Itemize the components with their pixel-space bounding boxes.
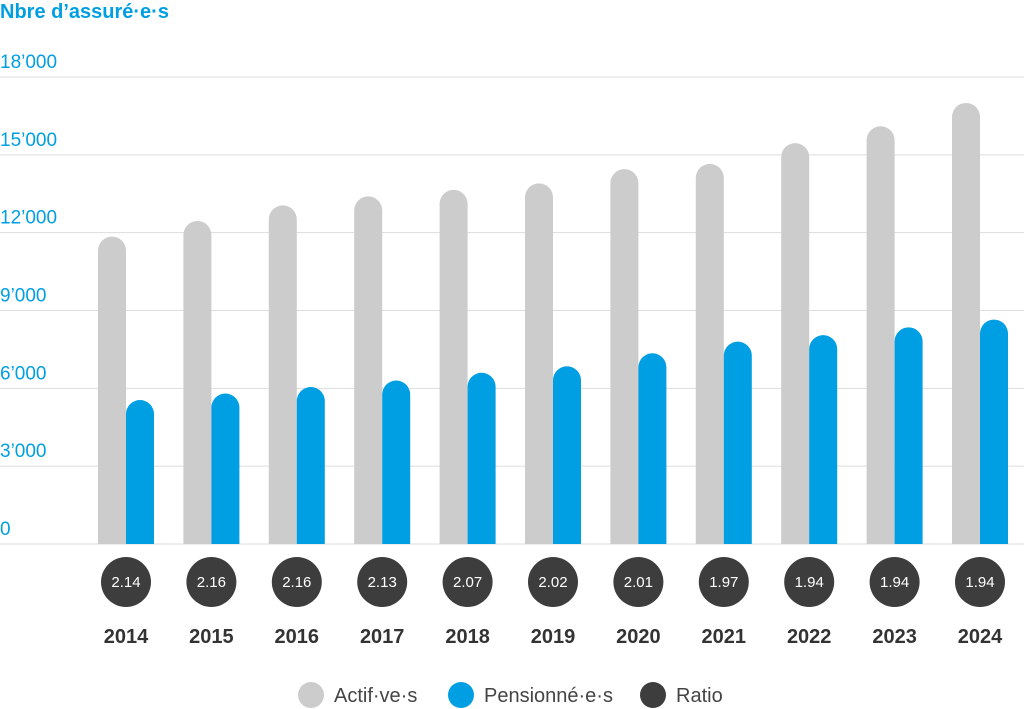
x-tick-label-2021: 2021 bbox=[702, 626, 747, 648]
x-tick-label-2023: 2023 bbox=[872, 626, 917, 648]
bar-actif-ve-s-2017 bbox=[354, 196, 383, 544]
ratio-label-2019: 2.02 bbox=[538, 574, 567, 591]
bar-actif-ve-s-2020 bbox=[610, 169, 639, 544]
x-tick-label-2019: 2019 bbox=[531, 626, 576, 648]
bar-pensionn-e-s-2021 bbox=[723, 341, 752, 544]
ratio-marker-2020 bbox=[613, 557, 664, 607]
bar-pensionn-e-s-2019 bbox=[553, 366, 581, 544]
bar-pensionn-e-s-2020 bbox=[638, 353, 667, 544]
ratio-marker-2021 bbox=[698, 557, 749, 607]
bar-pensionn-e-s-2024 bbox=[980, 319, 1008, 544]
ratio-label-2024: 1.94 bbox=[965, 574, 994, 591]
bar-actif-ve-s-2014 bbox=[98, 236, 126, 545]
x-tick-label-2017: 2017 bbox=[360, 626, 405, 648]
x-tick-label-2022: 2022 bbox=[787, 626, 832, 648]
bar-pensionn-e-s-2016 bbox=[296, 387, 325, 544]
bar-pensionn-e-s-2018 bbox=[467, 372, 496, 544]
y-tick-label: 9’000 bbox=[0, 286, 47, 307]
ratio-label-2021: 1.97 bbox=[709, 574, 738, 591]
ratio-label-2016: 2.16 bbox=[282, 574, 311, 591]
ratio-marker-2014 bbox=[101, 557, 151, 607]
bar-actif-ve-s-2022 bbox=[781, 143, 810, 544]
legend: Actif·ve·s Pensionné·e·s Ratio bbox=[298, 682, 723, 708]
ratio-marker-2016 bbox=[271, 557, 322, 607]
y-axis-title: Nbre d’assuré·e·s bbox=[0, 1, 169, 23]
bar-actif-ve-s-2018 bbox=[439, 189, 468, 545]
y-tick-label: 6’000 bbox=[0, 363, 47, 384]
bar-actif-ve-s-2023 bbox=[866, 126, 895, 545]
y-tick-label: 3’000 bbox=[0, 441, 47, 462]
ratio-marker-2022 bbox=[784, 557, 835, 607]
x-tick-label-2015: 2015 bbox=[189, 626, 234, 648]
legend-label-actifs: Actif·ve·s bbox=[334, 685, 417, 707]
ratio-label-2022: 1.94 bbox=[795, 574, 824, 591]
bar-actif-ve-s-2015 bbox=[183, 220, 212, 544]
ratio-marker-2019 bbox=[528, 557, 578, 607]
ratio-label-2023: 1.94 bbox=[880, 574, 909, 591]
legend-label-ratio: Ratio bbox=[676, 685, 723, 707]
x-tick-label-2014: 2014 bbox=[104, 626, 149, 648]
bar-pensionn-e-s-2023 bbox=[894, 327, 923, 544]
legend-label-pensionnes: Pensionné·e·s bbox=[484, 685, 613, 707]
x-tick-label-2016: 2016 bbox=[275, 626, 320, 648]
legend-swatch-pensionnes bbox=[448, 682, 474, 708]
bar-pensionn-e-s-2022 bbox=[809, 335, 838, 544]
ratio-marker-2018 bbox=[442, 557, 493, 607]
ratio-label-2014: 2.14 bbox=[111, 574, 140, 591]
bar-pensionn-e-s-2014 bbox=[126, 400, 154, 544]
ratio-label-2020: 2.01 bbox=[624, 574, 653, 591]
legend-swatch-ratio bbox=[640, 682, 666, 708]
x-tick-label-2018: 2018 bbox=[445, 626, 490, 648]
x-tick-label-2024: 2024 bbox=[958, 626, 1003, 648]
ratio-label-2017: 2.13 bbox=[368, 574, 397, 591]
ratio-marker-2024 bbox=[955, 557, 1005, 607]
bar-actif-ve-s-2016 bbox=[268, 205, 297, 545]
bar-actif-ve-s-2019 bbox=[525, 183, 553, 544]
ratio-label-2018: 2.07 bbox=[453, 574, 482, 591]
ratio-marker-2023 bbox=[869, 557, 920, 607]
ratio-marker-2017 bbox=[357, 557, 408, 607]
bar-pensionn-e-s-2017 bbox=[382, 380, 411, 544]
ratio-marker-2015 bbox=[186, 557, 237, 607]
ratio-label-2015: 2.16 bbox=[197, 574, 226, 591]
bar-actif-ve-s-2021 bbox=[695, 163, 724, 545]
bar-pensionn-e-s-2015 bbox=[211, 393, 240, 544]
x-tick-label-2020: 2020 bbox=[616, 626, 661, 648]
legend-swatch-actifs bbox=[298, 682, 324, 708]
y-tick-label: 15’000 bbox=[0, 130, 57, 151]
y-tick-label: 18’000 bbox=[0, 52, 57, 73]
bar-actif-ve-s-2024 bbox=[952, 102, 980, 544]
y-tick-label: 12’000 bbox=[0, 208, 57, 229]
y-tick-label: 0 bbox=[0, 519, 11, 540]
